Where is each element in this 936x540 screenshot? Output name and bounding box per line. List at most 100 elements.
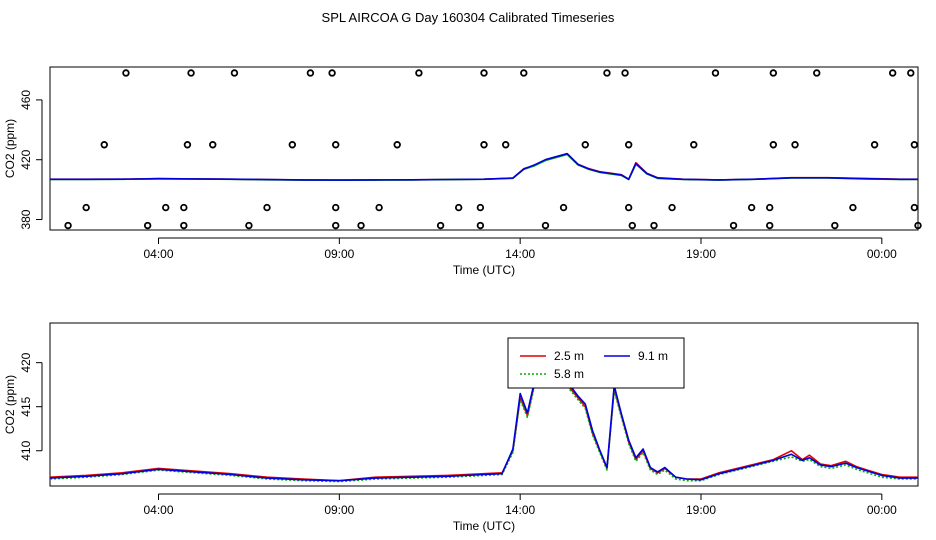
data-point xyxy=(357,221,365,230)
x-tick-label: 00:00 xyxy=(867,503,897,517)
data-point xyxy=(183,141,192,149)
data-point xyxy=(393,141,401,149)
data-point xyxy=(769,141,778,149)
data-point xyxy=(230,69,239,77)
bottom-panel: 04:00 09:00 14:00 19:00 00:00 Time (UTC) 410 41… xyxy=(3,322,919,533)
series-line-green xyxy=(49,346,918,483)
data-point xyxy=(480,69,488,77)
data-point xyxy=(520,69,528,77)
data-point xyxy=(100,141,108,149)
x-tick-label: 19:00 xyxy=(686,247,716,261)
data-point xyxy=(332,141,340,149)
data-point xyxy=(332,203,340,212)
data-point xyxy=(82,203,90,212)
y-tick-label: 410 xyxy=(19,440,33,460)
x-tick-label: 19:00 xyxy=(686,503,716,517)
series-line-blue xyxy=(49,341,918,482)
legend: 2.5 m 9.1 m 5.8 m xyxy=(507,337,685,389)
data-point xyxy=(263,203,271,212)
x-tick-label: 04:00 xyxy=(143,247,173,261)
y-tick-label: 420 xyxy=(19,352,33,372)
data-point xyxy=(729,221,738,230)
x-axis: 04:00 09:00 14:00 19:00 00:00 Time (UTC) xyxy=(143,237,897,277)
data-point xyxy=(628,221,636,230)
series-line-blue xyxy=(50,152,918,181)
data-point xyxy=(502,141,510,149)
series-line-red xyxy=(50,152,918,181)
data-point xyxy=(747,203,756,212)
data-point xyxy=(187,69,195,77)
legend-label: 5.8 m xyxy=(554,367,584,381)
data-point xyxy=(624,203,633,212)
data-point xyxy=(143,221,152,230)
data-point xyxy=(650,221,658,230)
data-point xyxy=(668,203,676,212)
data-point xyxy=(64,221,72,230)
data-point xyxy=(711,69,720,77)
data-point xyxy=(162,203,170,212)
data-point xyxy=(476,221,485,230)
data-point xyxy=(122,69,130,77)
data-point xyxy=(480,141,488,149)
legend-box xyxy=(507,337,685,389)
y-tick-label: 460 xyxy=(19,90,33,110)
plot-frame xyxy=(49,322,919,487)
data-point xyxy=(766,203,774,212)
x-axis-label: Time (UTC) xyxy=(453,263,515,277)
y-axis-label: CO2 (ppm) xyxy=(3,119,17,178)
data-point xyxy=(791,141,799,149)
series-group xyxy=(50,152,918,181)
data-point xyxy=(910,203,919,212)
scatter-points xyxy=(64,69,922,230)
x-tick-label: 09:00 xyxy=(324,247,354,261)
data-point xyxy=(180,203,188,212)
y-tick-label: 415 xyxy=(19,396,33,416)
data-point xyxy=(306,69,315,77)
series-line-red xyxy=(49,344,918,482)
data-point xyxy=(375,203,383,212)
series-line-green xyxy=(50,153,918,181)
y-axis-label: CO2 (ppm) xyxy=(3,375,17,434)
legend-label: 9.1 m xyxy=(638,349,668,363)
data-point xyxy=(914,221,922,230)
data-point xyxy=(209,141,217,149)
data-point xyxy=(559,203,568,212)
page-title: SPL AIRCOA G Day 160304 Calibrated Times… xyxy=(322,10,615,25)
data-point xyxy=(415,69,423,77)
data-point xyxy=(849,203,857,212)
x-axis: 04:00 09:00 14:00 19:00 00:00 Time (UTC) xyxy=(143,493,897,533)
x-axis-label: Time (UTC) xyxy=(453,519,515,533)
data-point xyxy=(454,203,463,212)
y-tick-label: 420 xyxy=(19,149,33,169)
data-point xyxy=(690,141,698,149)
data-point xyxy=(476,203,485,212)
data-point xyxy=(245,221,253,230)
data-point xyxy=(907,69,915,77)
x-tick-label: 04:00 xyxy=(143,503,173,517)
data-point xyxy=(813,69,821,77)
y-tick-label: 380 xyxy=(19,209,33,229)
data-point xyxy=(436,221,445,230)
plot-frame xyxy=(49,66,919,231)
data-point xyxy=(766,221,774,230)
data-point xyxy=(581,141,589,149)
data-point xyxy=(603,69,611,77)
top-panel: 04:00 09:00 14:00 19:00 00:00 Time (UTC) 380 42… xyxy=(3,66,922,277)
data-point xyxy=(288,141,297,149)
data-point xyxy=(624,141,633,149)
data-point xyxy=(180,221,188,230)
data-point xyxy=(621,69,629,77)
x-tick-label: 14:00 xyxy=(505,503,535,517)
x-tick-label: 09:00 xyxy=(324,503,354,517)
data-point xyxy=(328,69,336,77)
data-point xyxy=(888,69,897,77)
data-point xyxy=(831,221,839,230)
data-point xyxy=(332,221,340,230)
data-point xyxy=(870,141,879,149)
x-tick-label: 14:00 xyxy=(505,247,535,261)
legend-label: 2.5 m xyxy=(554,349,584,363)
data-point xyxy=(910,141,919,149)
data-point xyxy=(769,69,778,77)
